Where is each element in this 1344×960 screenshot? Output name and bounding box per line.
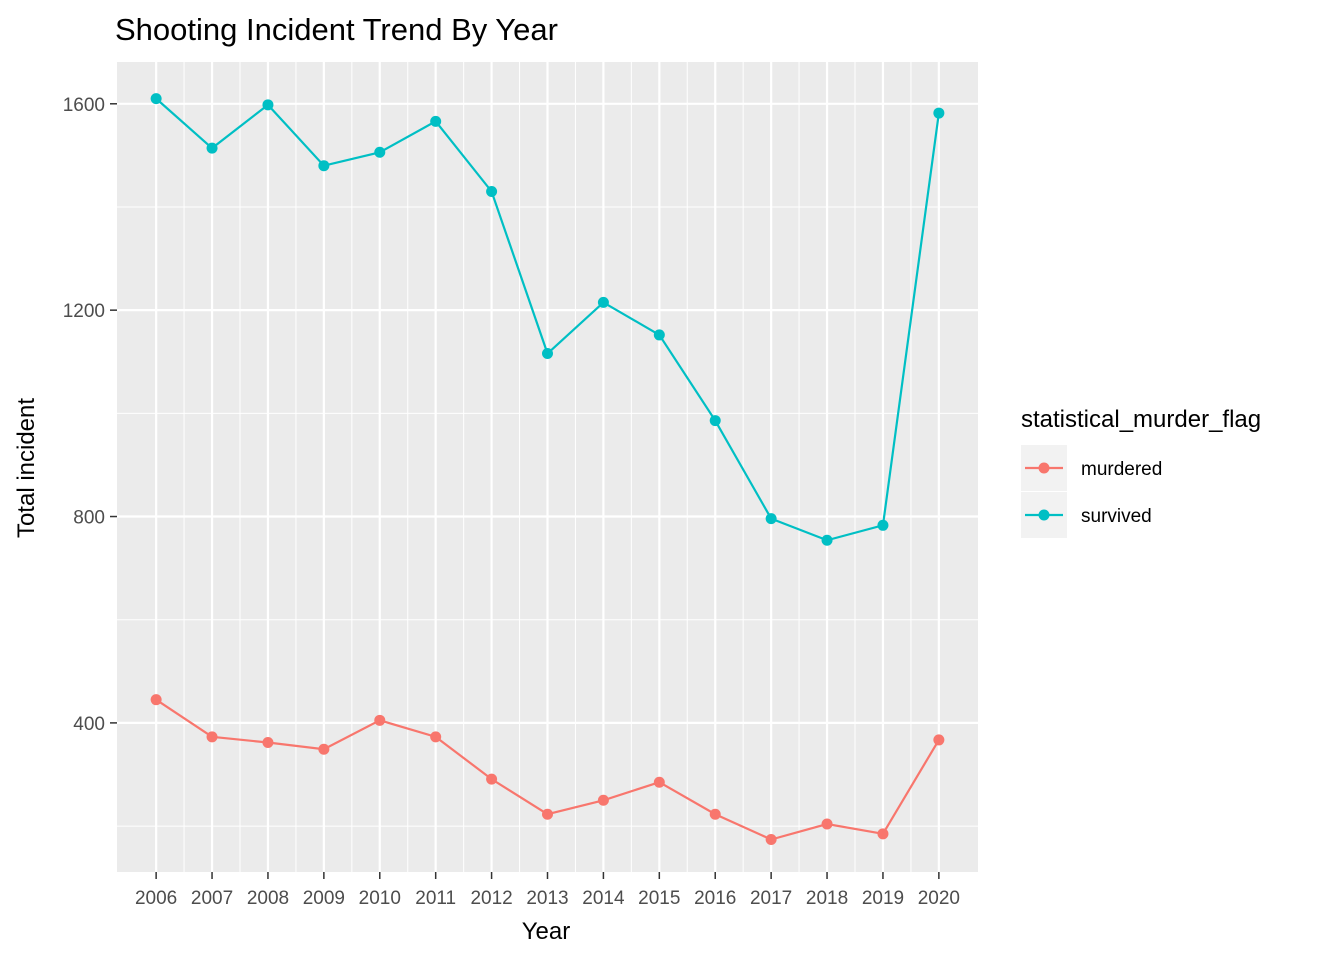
legend-title: statistical_murder_flag [1021, 406, 1261, 433]
data-point-survived [206, 142, 218, 154]
legend-key-point [1038, 462, 1050, 474]
x-tick-label: 2018 [806, 888, 848, 909]
data-point-murdered [486, 773, 498, 785]
data-point-survived [542, 347, 553, 359]
legend-label-murdered: murdered [1081, 459, 1162, 480]
data-point-murdered [318, 743, 330, 755]
data-point-murdered [709, 808, 721, 820]
chart-title: Shooting Incident Trend By Year [115, 12, 558, 47]
data-point-survived [821, 534, 833, 546]
data-point-survived [653, 329, 665, 341]
plot-panel [117, 62, 978, 872]
data-point-survived [765, 513, 777, 525]
data-point-murdered [653, 776, 665, 788]
data-point-survived [318, 160, 330, 172]
x-tick-label: 2020 [918, 888, 960, 909]
legend-label-survived: survived [1081, 506, 1152, 527]
y-tick-label: 1200 [63, 301, 105, 322]
x-tick-label: 2009 [303, 888, 345, 909]
y-tick-label: 800 [73, 508, 105, 529]
x-tick-label: 2007 [191, 888, 233, 909]
data-point-survived [374, 146, 386, 158]
x-tick-label: 2006 [135, 888, 177, 909]
data-point-murdered [206, 731, 218, 743]
legend: statistical_murder_flag murdered survived [1021, 406, 1261, 538]
x-axis: 2006 2007 2008 2009 2010 2011 2012 2013 2014 2015… [135, 872, 960, 909]
data-point-murdered [877, 828, 889, 840]
y-axis-title: Total incident [13, 398, 40, 538]
data-point-murdered [150, 694, 162, 706]
x-axis-title: Year [522, 918, 571, 945]
x-tick-label: 2012 [470, 888, 512, 909]
data-point-survived [877, 519, 889, 531]
x-tick-label: 2017 [750, 888, 792, 909]
data-point-murdered [821, 818, 833, 830]
data-point-survived [486, 185, 498, 197]
data-point-survived [262, 99, 274, 111]
data-point-survived [597, 296, 609, 308]
y-tick-label: 400 [73, 714, 105, 735]
x-tick-label: 2016 [694, 888, 736, 909]
x-tick-label: 2019 [862, 888, 904, 909]
data-point-murdered [765, 833, 777, 845]
x-tick-label: 2015 [638, 888, 680, 909]
data-point-murdered [597, 794, 609, 806]
data-point-survived [709, 415, 721, 427]
data-point-murdered [542, 808, 553, 820]
x-tick-label: 2010 [359, 888, 401, 909]
data-point-murdered [262, 737, 274, 749]
data-point-survived [933, 107, 945, 119]
legend-key-point [1038, 509, 1050, 521]
data-point-survived [150, 93, 162, 105]
y-axis: 400 800 1200 1600 [63, 95, 117, 735]
data-point-survived [430, 115, 442, 127]
x-tick-label: 2011 [415, 888, 456, 909]
y-tick-label: 1600 [63, 95, 105, 116]
x-tick-label: 2014 [582, 888, 625, 909]
data-point-murdered [430, 731, 442, 743]
x-tick-label: 2013 [526, 888, 568, 909]
x-tick-label: 2008 [247, 888, 289, 909]
data-point-murdered [933, 734, 945, 746]
data-point-murdered [374, 714, 386, 726]
